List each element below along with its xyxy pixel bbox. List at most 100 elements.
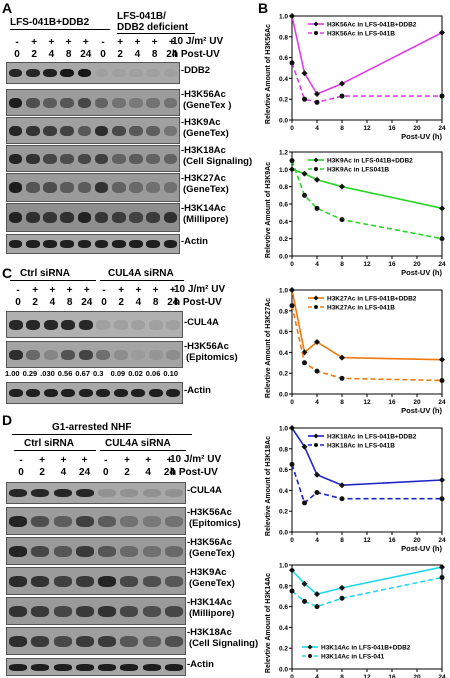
blot-band <box>164 663 183 671</box>
blot-band <box>98 575 117 587</box>
y-tick-label: 0.6 <box>279 604 288 611</box>
lane-cell: 4 <box>135 297 142 308</box>
blot-band <box>120 635 139 647</box>
lane-cell: - <box>102 285 106 296</box>
blot-band <box>31 515 50 527</box>
x-tick-label: 16 <box>388 399 396 406</box>
lane-cell: 0 <box>103 467 109 478</box>
blot-band <box>163 125 178 136</box>
data-point <box>314 604 320 610</box>
series-line <box>291 62 442 104</box>
lane-cell: + <box>151 37 158 48</box>
blot-band <box>25 212 40 224</box>
data-point <box>439 574 445 580</box>
blot-label: -CUL4A <box>184 316 219 328</box>
legend-label: H3K18Ac in LFS-041B <box>327 443 395 450</box>
blot-band <box>94 212 109 224</box>
legend-label: H3K14Ac in LFS-041B+DDB2 <box>321 645 411 652</box>
x-axis-label: Post-UV (h) <box>401 268 442 277</box>
blot-band <box>164 605 183 617</box>
legend-marker <box>313 433 319 439</box>
lane-cell: 0 <box>101 297 107 308</box>
antibody-source-label: (GeneTex) <box>189 548 235 559</box>
blot-band <box>142 575 161 587</box>
antibody-source-label: (Millipore) <box>183 214 229 225</box>
lane-cell: + <box>169 285 176 296</box>
y-tick-label: 1.0 <box>279 288 288 295</box>
time-label: h Post-UV <box>174 297 222 308</box>
panel-letter-d: D <box>2 412 13 428</box>
y-tick-label: 0.8 <box>279 308 288 315</box>
legend-label: H3K27Ac in LFS-041B <box>327 305 395 312</box>
blot-band <box>25 153 40 164</box>
blot-band <box>77 182 92 194</box>
blot-band <box>77 212 92 224</box>
blot-band <box>148 349 163 360</box>
lane-cell: - <box>15 37 19 48</box>
y-tick-label: 0.4 <box>279 488 288 495</box>
data-point <box>302 500 307 506</box>
data-point <box>301 443 308 450</box>
x-tick-label: 24 <box>438 261 446 268</box>
data-point <box>289 60 295 66</box>
blot-band <box>77 125 92 136</box>
series-line <box>291 160 443 240</box>
antibody-source-label: (GeneTex) <box>189 578 235 589</box>
blot-band <box>94 125 109 136</box>
blot-band <box>96 389 111 398</box>
lane-cell: 0 <box>100 49 106 60</box>
blot-band <box>75 575 94 587</box>
time-label: h Post-UV <box>172 49 220 60</box>
data-point <box>314 176 320 183</box>
data-point <box>289 287 295 293</box>
blot-label: -CUL4A <box>187 485 222 496</box>
lane-cell: 4 <box>60 467 67 478</box>
blot-band <box>120 545 139 557</box>
data-point <box>439 236 445 242</box>
data-point <box>289 13 295 19</box>
blot-band <box>78 389 93 398</box>
y-axis-label: Relevtive Amount of H3K9Ac <box>265 162 272 258</box>
western-blot-strip <box>6 62 180 84</box>
blot-band <box>164 635 183 647</box>
blot-label: -H3K56Ac <box>187 537 232 548</box>
blot-band <box>166 389 181 398</box>
blot-band <box>164 545 183 557</box>
lane-cell: 2 <box>32 297 38 308</box>
blot-band <box>142 605 161 617</box>
blot-band <box>163 240 178 248</box>
data-point <box>339 80 345 87</box>
blot-label: -H3K18Ac <box>187 627 232 638</box>
x-tick-label: 16 <box>388 261 396 268</box>
x-tick-label: 12 <box>363 399 371 406</box>
y-tick-label: 0.4 <box>279 625 288 632</box>
quant-value: 0.09 <box>110 369 126 378</box>
blot-band <box>77 97 92 108</box>
blot-band <box>78 319 93 330</box>
blot-band <box>25 125 40 136</box>
blot-band <box>53 489 72 498</box>
y-tick-label: 0.8 <box>279 446 288 453</box>
panel-letter-c: C <box>2 265 13 281</box>
blot-label: -H3K14Ac <box>181 203 226 214</box>
x-tick-label: 12 <box>363 537 371 544</box>
y-tick-label: 0.6 <box>279 202 288 209</box>
blot-band <box>120 575 139 587</box>
antibody-source-label: (GeneTex) <box>183 128 229 139</box>
blot-band <box>163 97 178 108</box>
data-point <box>439 356 445 363</box>
data-point <box>339 217 345 223</box>
group-label-cul4a: CUL4A siRNA <box>108 268 174 279</box>
group-underline <box>10 29 110 30</box>
data-point <box>314 471 320 478</box>
blot-band <box>146 240 161 248</box>
x-axis-label: Post-UV (h) <box>401 544 442 553</box>
lane-cell: + <box>81 455 88 466</box>
x-tick-label: 20 <box>413 537 421 544</box>
western-blot-strip <box>6 203 180 232</box>
data-point <box>339 375 345 381</box>
data-point <box>439 29 445 36</box>
x-tick-label: 0 <box>290 261 294 268</box>
y-tick-label: 0.6 <box>279 467 288 474</box>
series-line <box>291 168 443 210</box>
